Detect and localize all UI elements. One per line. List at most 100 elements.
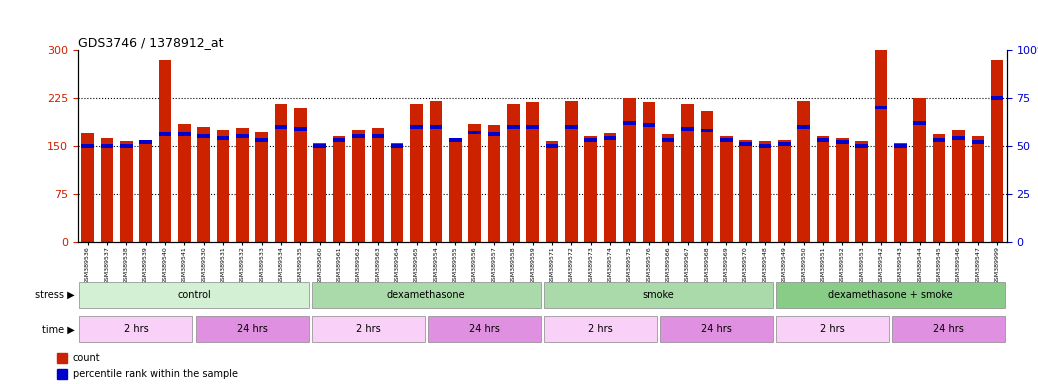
- Bar: [81, 144, 93, 148]
- Bar: [855, 144, 868, 148]
- Bar: [584, 138, 597, 142]
- Bar: [159, 60, 171, 242]
- Bar: [701, 111, 713, 242]
- Bar: [352, 130, 364, 242]
- Bar: [894, 144, 907, 148]
- Bar: [275, 125, 288, 129]
- Bar: [79, 282, 308, 308]
- Bar: [526, 103, 539, 242]
- Text: dexamethasone + smoke: dexamethasone + smoke: [828, 290, 953, 300]
- Bar: [101, 137, 113, 242]
- Text: 2 hrs: 2 hrs: [589, 324, 612, 334]
- Text: 24 hrs: 24 hrs: [469, 324, 499, 334]
- Bar: [875, 106, 887, 109]
- Bar: [449, 138, 462, 142]
- Bar: [177, 124, 191, 242]
- Bar: [701, 129, 713, 132]
- Bar: [430, 101, 442, 242]
- Bar: [391, 143, 404, 242]
- Bar: [894, 143, 907, 242]
- Text: count: count: [73, 353, 101, 363]
- Bar: [778, 139, 791, 242]
- Bar: [372, 128, 384, 242]
- Bar: [817, 136, 829, 242]
- Bar: [120, 144, 133, 148]
- Bar: [275, 104, 288, 242]
- Bar: [57, 369, 67, 379]
- Bar: [797, 125, 810, 129]
- Bar: [913, 98, 926, 242]
- Bar: [488, 132, 500, 136]
- Bar: [836, 140, 849, 144]
- Bar: [972, 140, 984, 144]
- Bar: [643, 123, 655, 127]
- Bar: [449, 138, 462, 242]
- Bar: [739, 139, 752, 242]
- Bar: [79, 316, 192, 342]
- Text: stress ▶: stress ▶: [35, 290, 75, 300]
- Bar: [488, 126, 500, 242]
- Bar: [739, 142, 752, 146]
- Bar: [797, 101, 810, 242]
- Bar: [255, 138, 268, 142]
- Bar: [776, 316, 890, 342]
- Bar: [681, 127, 693, 131]
- Bar: [991, 60, 1004, 242]
- Bar: [236, 134, 249, 138]
- Text: dexamethasone: dexamethasone: [387, 290, 465, 300]
- Bar: [81, 133, 93, 242]
- Bar: [507, 125, 520, 129]
- Bar: [893, 316, 1006, 342]
- Bar: [933, 138, 946, 142]
- Bar: [217, 136, 229, 140]
- Bar: [313, 144, 326, 148]
- Bar: [759, 141, 771, 242]
- Bar: [565, 101, 578, 242]
- Bar: [217, 130, 229, 242]
- Bar: [526, 125, 539, 129]
- Bar: [604, 136, 617, 140]
- Bar: [623, 98, 635, 242]
- Bar: [720, 138, 733, 142]
- Bar: [313, 143, 326, 242]
- Text: 2 hrs: 2 hrs: [820, 324, 845, 334]
- Bar: [565, 125, 578, 129]
- Text: 24 hrs: 24 hrs: [933, 324, 964, 334]
- Bar: [120, 141, 133, 242]
- Bar: [720, 136, 733, 242]
- Bar: [952, 130, 964, 242]
- Text: 24 hrs: 24 hrs: [701, 324, 732, 334]
- Bar: [468, 131, 481, 134]
- Bar: [294, 108, 306, 242]
- Bar: [101, 144, 113, 148]
- Bar: [57, 353, 67, 363]
- Bar: [972, 136, 984, 242]
- Bar: [507, 104, 520, 242]
- Bar: [933, 134, 946, 242]
- Bar: [836, 137, 849, 242]
- Text: 24 hrs: 24 hrs: [237, 324, 268, 334]
- Bar: [643, 103, 655, 242]
- Bar: [660, 316, 773, 342]
- Bar: [544, 316, 657, 342]
- Bar: [428, 316, 541, 342]
- Bar: [681, 104, 693, 242]
- Bar: [177, 132, 191, 136]
- Bar: [159, 132, 171, 136]
- Text: 2 hrs: 2 hrs: [356, 324, 381, 334]
- Bar: [372, 134, 384, 138]
- Bar: [333, 136, 346, 242]
- Bar: [875, 28, 887, 242]
- Bar: [311, 316, 425, 342]
- Bar: [544, 282, 773, 308]
- Bar: [391, 144, 404, 148]
- Text: control: control: [177, 290, 211, 300]
- Bar: [410, 125, 422, 129]
- Text: smoke: smoke: [643, 290, 675, 300]
- Bar: [139, 139, 152, 242]
- Bar: [294, 127, 306, 131]
- Bar: [255, 132, 268, 242]
- Bar: [623, 121, 635, 125]
- Bar: [468, 124, 481, 242]
- Bar: [817, 138, 829, 142]
